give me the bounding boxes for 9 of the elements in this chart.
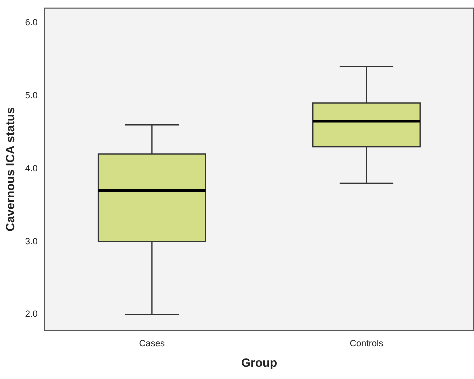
y-tick-label: 3.0	[25, 236, 38, 246]
y-tick-label: 2.0	[25, 309, 38, 320]
y-tick-label: 4.0	[25, 163, 38, 174]
y-tick-label: 6.0	[25, 17, 38, 28]
y-tick-label: 5.0	[25, 90, 38, 100]
x-tick-label: Controls	[350, 338, 384, 349]
x-tick-label: Cases	[139, 338, 166, 349]
x-axis-title: Group	[241, 356, 278, 370]
y-axis-title: Cavernous ICA status	[4, 107, 18, 232]
